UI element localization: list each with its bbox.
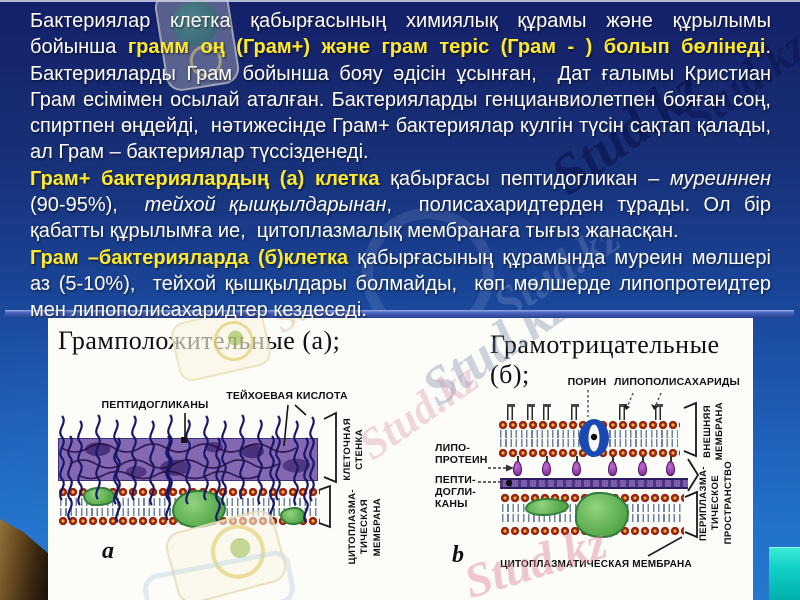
- label-word: ЛИПО-: [435, 442, 471, 454]
- outer-membrane-bead-row: [498, 448, 680, 458]
- label-peptidoglycans: ПЕПТИДОГЛИКАНЫ: [101, 399, 209, 411]
- lipoprotein-shape: [542, 456, 551, 476]
- hill-corner-decoration: [0, 519, 48, 600]
- highlighted-text: грамм оң (Грам+) және грам теріс (Грам -…: [127, 36, 766, 59]
- label-porin: ПОРИН: [567, 376, 607, 388]
- label-word: МЕМБРАНА: [714, 401, 726, 461]
- vertical-label-periplasmic-space: ПЕРИПЛАЗМА- ТИЧЕСКОЕ ПРОСТРАНСТВО: [698, 456, 734, 550]
- peptidoglycan-thin-layer: [500, 478, 688, 489]
- lipopolysaccharide-stalk: [507, 404, 515, 420]
- diagram-title-gram-negative: Грамотрицательные (б);: [490, 330, 720, 389]
- body-text: қабырғасы пептидогликан –: [390, 167, 670, 190]
- label-word: МЕМБРАНА: [371, 497, 383, 557]
- label-word: ПЕРИПЛАЗМА-: [698, 465, 709, 541]
- body-text: (90-95%),: [30, 167, 777, 217]
- label-word: ДОГЛИ-: [435, 486, 476, 499]
- label-word: ПЕПТИ-: [435, 474, 476, 486]
- lipoprotein-shape: [638, 456, 647, 476]
- lipopolysaccharide-stalk: [543, 404, 551, 420]
- lipopolysaccharide-stalk: [571, 404, 579, 420]
- vertical-label-cytoplasmic-membrane: ЦИТОПЛАЗМА- ТИЧЕСКАЯ МЕМБРАНА: [347, 484, 383, 570]
- diagram-letter-a: а: [102, 538, 114, 564]
- body-text: , полисахаридтерден тұрады. Ол бір қабат…: [30, 194, 777, 243]
- body-text: Бактериялар клетка қабырғасының химиялық…: [30, 10, 777, 59]
- label-word: ЦИТОПЛАЗМА-: [347, 489, 358, 565]
- label-lipoprotein: ЛИПО- ПРОТЕИН: [435, 442, 488, 466]
- label-lipopolysaccharides: ЛИПОПОЛИСАХАРИДЫ: [614, 376, 740, 388]
- lipopolysaccharide-stalk: [655, 404, 663, 420]
- label-word: СТЕНКА: [354, 428, 366, 470]
- label-word: КЛЕТОЧНАЯ: [342, 417, 353, 481]
- slide-top-edge: [0, 0, 800, 2]
- vertical-label-cell-wall: КЛЕТОЧНАЯ СТЕНКА: [342, 413, 366, 485]
- italic-term: тейхой қышқылдарынан: [144, 194, 387, 217]
- lipoprotein-shape: [572, 456, 581, 476]
- paragraph-gram-negative: Грам –бактерияларда (б)клетка қабырғасын…: [30, 245, 771, 324]
- diagram-title-gram-positive: Грамположительные (а);: [58, 326, 341, 355]
- paragraph-intro: Бактериялар клетка қабырғасының химиялық…: [30, 8, 771, 166]
- outer-membrane-lipid-tails: [500, 439, 678, 447]
- italic-term: муреиннен: [670, 167, 771, 190]
- lipoprotein-shape: [666, 456, 675, 476]
- label-word: ПРОСТРАНСТВО: [722, 461, 734, 545]
- highlighted-text: Грам+ бактериялардың (а) клетка: [30, 167, 391, 190]
- green-protein-blob: [525, 498, 569, 516]
- label-word: ТИЧЕСКОЕ: [710, 475, 722, 531]
- label-word: ПРОТЕИН: [435, 454, 488, 467]
- body-text: қабырғасының құрамында муреин мөлшері аз…: [30, 246, 777, 322]
- body-text: . Бактерияларды Грам бойынша бояу әдісін…: [30, 36, 783, 164]
- outer-membrane-lipid-tails: [500, 430, 678, 438]
- green-protein-blob: [575, 492, 629, 538]
- green-protein-blob: [280, 507, 306, 525]
- lipopolysaccharide-stalk: [619, 404, 627, 420]
- teal-corner-decoration: [769, 547, 800, 600]
- vertical-label-outer-membrane: ВНЕШНЯЯ МЕМБРАНА: [702, 400, 726, 462]
- label-word: ВНЕШНЯЯ: [702, 404, 713, 458]
- slide-text-block: Бактериялар клетка қабырғасының химиялық…: [30, 8, 771, 324]
- peptidoglycan-layer: [58, 438, 318, 481]
- label-word: ТИЧЕСКАЯ: [359, 499, 371, 555]
- paragraph-gram-positive: Грам+ бактериялардың (а) клетка қабырғас…: [30, 166, 771, 245]
- label-word: КАНЫ: [435, 498, 468, 511]
- studkz-logo-outline-watermark: [140, 548, 298, 600]
- figure-top-border: [5, 310, 794, 318]
- label-cytoplasmic-membrane-bottom: ЦИТОПЛАЗМАТИЧЕСКАЯ МЕМБРАНА: [500, 559, 692, 570]
- highlighted-text: Грам –бактерияларда (б)клетка: [30, 246, 358, 269]
- green-protein-blob: [83, 487, 115, 506]
- lipopolysaccharide-stalk: [527, 404, 535, 420]
- lipoprotein-shape: [513, 456, 522, 476]
- figure-image: Грамположительные (а); ПЕПТИДОГЛИКАНЫ ТЕ…: [48, 318, 753, 600]
- lipoprotein-shape: [608, 456, 617, 476]
- diagram-letter-b: b: [452, 542, 464, 568]
- label-teichoic-acid: ТЕЙХОЕВАЯ КИСЛОТА: [226, 390, 348, 402]
- outer-membrane-bead-row: [498, 420, 680, 430]
- label-peptidoglycans-right: ПЕПТИ- ДОГЛИ- КАНЫ: [435, 474, 476, 510]
